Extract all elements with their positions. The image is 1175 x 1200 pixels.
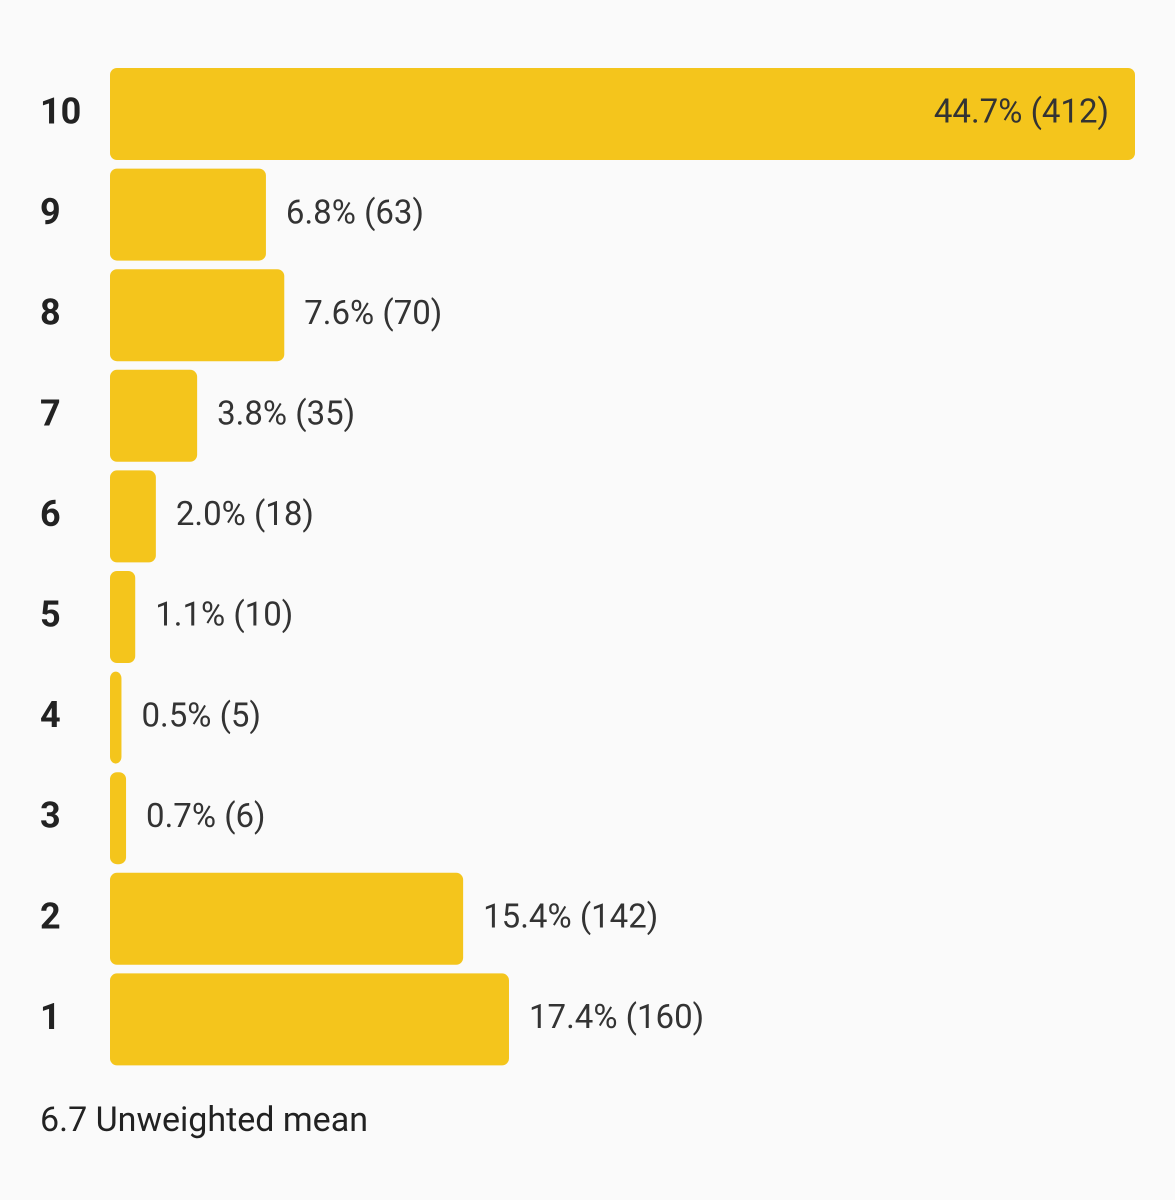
bar [110,168,266,261]
value-label: 44.7% (412) [934,93,1109,132]
value-label: 1.1% (10) [155,596,293,635]
category-label: 3 [40,795,61,837]
bar [110,571,136,663]
value-label: 7.6% (70) [304,294,442,333]
value-label: 3.8% (35) [217,395,355,434]
value-label: 17.4% (160) [529,998,704,1037]
bar [110,269,285,362]
value-label: 6.8% (63) [286,193,424,232]
bar [110,671,122,764]
bar [110,973,509,1066]
category-label: 1 [40,996,61,1038]
category-label: 4 [40,694,61,736]
bar [110,369,198,462]
category-label: 5 [40,594,61,636]
bar [110,772,127,865]
bar [110,470,156,563]
footer: 6.7 Unweighted mean [40,1100,368,1140]
value-label: 0.7% (6) [146,797,265,836]
category-label: 6 [40,493,61,535]
bar [110,872,464,965]
value-label: 15.4% (142) [483,898,658,937]
bar [110,68,1135,160]
category-label: 9 [40,191,61,233]
category-label: 7 [40,392,61,434]
value-label: 0.5% (5) [141,696,260,735]
category-label: 10 [40,91,81,133]
category-label: 8 [40,292,61,334]
category-label: 2 [40,895,61,937]
value-label: 2.0% (18) [176,495,314,534]
